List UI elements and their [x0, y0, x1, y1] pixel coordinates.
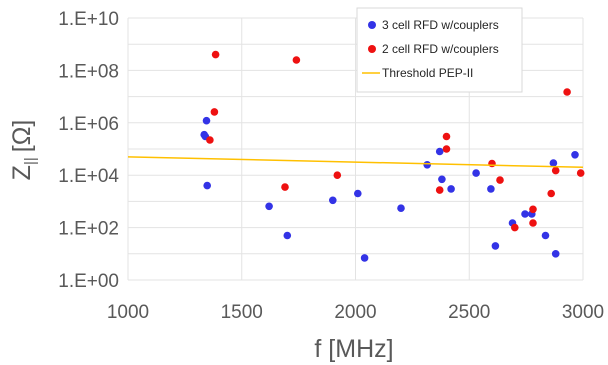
y-axis-subscript: ||	[22, 157, 39, 165]
x-tick-label: 1000	[107, 302, 149, 323]
series-2	[127, 156, 584, 169]
y-axis-unit: [Ω]	[8, 120, 36, 153]
data-point	[206, 136, 214, 144]
legend-entry-3-cell: 3 cell RFD w/couplers	[368, 18, 499, 32]
data-point	[487, 185, 495, 193]
threshold-line	[127, 156, 584, 169]
data-point	[211, 50, 220, 59]
legend-marker-3-cell	[368, 21, 376, 29]
data-point	[333, 171, 342, 179]
svg-text:Z||[Ω]: Z|| [Ω]	[8, 120, 39, 181]
data-point	[472, 169, 480, 177]
data-point	[354, 189, 362, 198]
data-point	[541, 231, 550, 240]
y-tick-label: 1.E+04	[58, 166, 119, 187]
axis-ticks: 1.E+00 1.E+02 1.E+04 1.E+06 1.E+08 1.E+10 1000…	[58, 9, 604, 323]
data-point	[511, 223, 519, 232]
data-point	[423, 161, 432, 169]
y-tick-label: 1.E+02	[58, 219, 119, 240]
data-point	[491, 242, 500, 250]
x-tick-label: 2000	[334, 302, 376, 323]
legend-entry-threshold: Threshold PEP-II	[362, 66, 473, 80]
x-tick-label: 1500	[221, 302, 263, 323]
y-axis-title: Z|| [Ω]	[8, 120, 39, 181]
data-point	[360, 254, 369, 262]
data-point	[435, 147, 444, 156]
data-point	[329, 196, 337, 205]
series-1	[206, 50, 585, 232]
data-point	[210, 108, 219, 116]
data-point	[551, 166, 560, 175]
data-point	[435, 186, 444, 194]
data-point	[488, 159, 496, 168]
data-point	[283, 231, 292, 240]
data-point	[438, 175, 446, 184]
plot-area	[127, 50, 585, 262]
y-tick-label: 1.E+00	[58, 271, 119, 292]
data-point	[202, 116, 211, 125]
data-point	[442, 145, 451, 153]
y-tick-label: 1.E+06	[58, 114, 119, 135]
y-tick-label: 1.E+10	[58, 9, 119, 30]
data-point	[442, 132, 451, 141]
data-point	[496, 176, 504, 184]
x-axis-label: f [MHz]	[314, 335, 393, 363]
legend-label-2-cell: 2 cell RFD w/couplers	[382, 42, 499, 56]
data-point	[576, 169, 585, 177]
legend-label-3-cell: 3 cell RFD w/couplers	[382, 18, 499, 32]
data-point	[447, 185, 455, 193]
data-point	[203, 181, 211, 190]
data-point	[529, 219, 537, 227]
legend-box	[356, 7, 523, 93]
legend-entry-2-cell: 2 cell RFD w/couplers	[368, 42, 499, 56]
legend-label-threshold: Threshold PEP-II	[382, 66, 473, 80]
y-tick-label: 1.E+08	[58, 61, 119, 82]
data-point	[265, 202, 273, 211]
data-point	[551, 250, 560, 258]
data-point	[397, 204, 405, 212]
legend: 3 cell RFD w/couplers 2 cell RFD w/coupl…	[356, 7, 523, 93]
data-point	[563, 88, 571, 96]
data-point	[529, 205, 537, 214]
legend-marker-2-cell	[368, 45, 376, 53]
x-axis-title: f [MHz]	[314, 335, 393, 363]
data-point	[549, 159, 558, 167]
data-point	[521, 210, 529, 218]
data-point	[571, 151, 579, 159]
data-point	[547, 189, 555, 198]
data-point	[292, 56, 301, 64]
data-point	[281, 183, 289, 191]
x-tick-label: 2500	[448, 302, 490, 323]
y-axis-label: Z	[8, 165, 36, 180]
x-tick-label: 3000	[562, 302, 604, 323]
series-0	[200, 116, 579, 262]
gridlines	[127, 17, 584, 281]
